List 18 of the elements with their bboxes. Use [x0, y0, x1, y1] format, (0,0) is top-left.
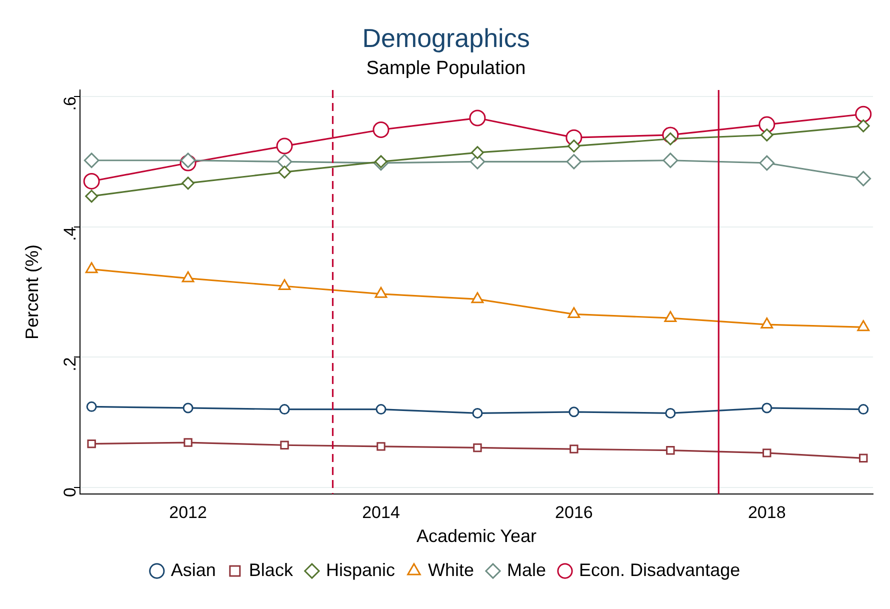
legend-label: Econ. Disadvantage [578, 560, 740, 580]
y-tick-label: .2 [60, 357, 80, 372]
x-axis-title: Academic Year [416, 526, 537, 546]
x-tick-label: 2012 [169, 502, 207, 522]
y-tick-label: .4 [60, 226, 80, 242]
legend-label: White [428, 560, 474, 580]
chart-title: Demographics [362, 22, 530, 53]
y-axis-title: Percent (%) [22, 244, 42, 340]
legend-label: Black [248, 560, 294, 580]
x-tick-label: 2018 [748, 502, 786, 522]
chart-subtitle: Sample Population [366, 58, 526, 79]
y-tick-label: .6 [60, 96, 80, 111]
x-tick-label: 2014 [362, 502, 400, 522]
x-tick-label: 2016 [555, 502, 593, 522]
legend-label: Hispanic [326, 560, 395, 580]
legend-label: Asian [170, 560, 216, 580]
legend-label: Male [506, 560, 546, 580]
y-tick-label: 0 [60, 487, 80, 497]
